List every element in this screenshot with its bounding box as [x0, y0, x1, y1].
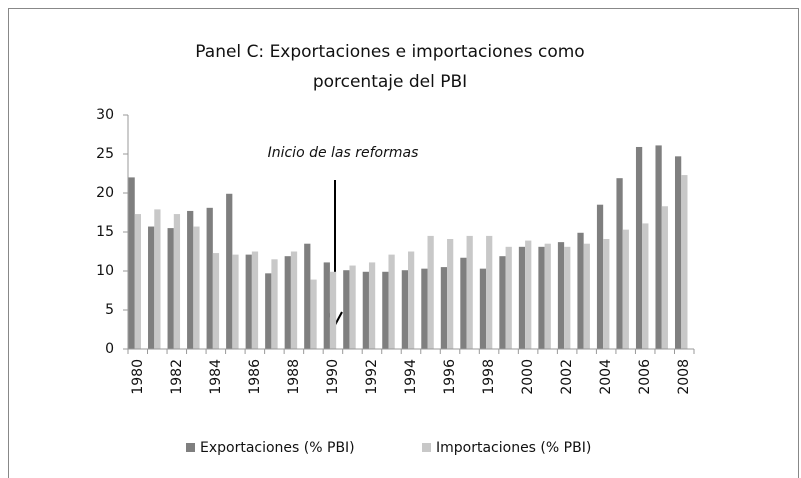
x-tick-label: 2004	[598, 359, 614, 395]
legend-swatch	[422, 443, 431, 452]
bar	[329, 271, 337, 349]
bar	[577, 232, 584, 349]
bar	[525, 240, 532, 349]
bar	[479, 268, 487, 349]
bar	[655, 145, 662, 349]
bar	[349, 265, 356, 349]
bar	[173, 214, 181, 349]
bar	[408, 251, 415, 349]
bar	[538, 246, 545, 349]
bar	[193, 226, 200, 349]
bar	[323, 262, 330, 349]
chart-title: porcentaje del PBI	[313, 72, 467, 92]
bar	[642, 223, 649, 349]
x-tick-label: 1992	[364, 359, 380, 395]
x-tick-label: 1990	[325, 359, 341, 395]
bar	[304, 243, 311, 349]
bar	[460, 257, 467, 349]
bar	[427, 235, 434, 349]
bar	[564, 246, 571, 349]
bar	[148, 226, 155, 349]
bar	[603, 239, 610, 349]
bar	[310, 279, 317, 349]
x-tick-label: 1996	[442, 359, 458, 395]
x-tick-label: 1998	[481, 359, 497, 395]
bar	[616, 178, 623, 349]
bar	[681, 175, 688, 349]
bar	[596, 204, 604, 349]
chart-title: Panel C: Exportaciones e importaciones c…	[195, 42, 584, 62]
bar	[245, 254, 252, 349]
y-tick-label: 10	[96, 263, 114, 279]
bar	[167, 228, 174, 349]
x-tick-label: 2002	[559, 359, 575, 395]
bar	[265, 273, 272, 349]
bar	[226, 193, 233, 349]
bar	[232, 254, 239, 349]
bar	[544, 243, 551, 349]
x-tick-label: 1984	[208, 359, 224, 395]
bar	[486, 235, 493, 349]
bar	[271, 259, 278, 349]
bar	[284, 256, 291, 349]
x-tick-label: 1980	[130, 359, 146, 395]
x-tick-label: 1988	[286, 359, 302, 395]
bar	[466, 235, 473, 349]
bar	[212, 253, 220, 349]
bar	[206, 207, 213, 349]
bar	[518, 246, 526, 349]
bar	[368, 262, 376, 349]
bar	[674, 156, 682, 349]
bar	[290, 251, 298, 349]
y-tick-label: 30	[96, 107, 114, 123]
legend-label: Importaciones (% PBI)	[436, 440, 591, 456]
bar	[382, 271, 389, 349]
bar	[505, 246, 512, 349]
bar	[401, 270, 408, 349]
y-tick-label: 25	[96, 146, 114, 162]
bar	[499, 256, 506, 349]
legend-label: Exportaciones (% PBI)	[200, 440, 355, 456]
x-tick-label: 2000	[520, 359, 536, 395]
bar	[251, 251, 259, 349]
x-tick-label: 2008	[676, 359, 692, 395]
bar	[440, 267, 448, 349]
bar	[134, 214, 142, 349]
annotation: Inicio de las reformas	[268, 145, 419, 161]
bar	[343, 270, 350, 349]
legend-swatch	[186, 443, 195, 452]
x-tick-label: 1982	[169, 359, 185, 395]
bar	[635, 146, 643, 349]
x-tick-label: 2006	[637, 359, 653, 395]
y-tick-label: 20	[96, 185, 114, 201]
bar	[661, 206, 668, 349]
y-tick-label: 15	[96, 224, 114, 240]
bar	[421, 268, 428, 349]
y-tick-label: 0	[105, 341, 114, 357]
x-tick-label: 1986	[247, 359, 263, 395]
frame	[8, 8, 799, 478]
x-tick-label: 1994	[403, 359, 419, 395]
bar	[128, 177, 135, 349]
bar	[447, 239, 454, 349]
bar	[557, 242, 565, 349]
bar	[622, 229, 629, 349]
bar	[154, 209, 161, 349]
bar	[388, 254, 395, 349]
bar	[583, 243, 590, 349]
y-tick-label: 5	[105, 302, 114, 318]
bar	[187, 210, 194, 349]
bar	[362, 271, 369, 349]
